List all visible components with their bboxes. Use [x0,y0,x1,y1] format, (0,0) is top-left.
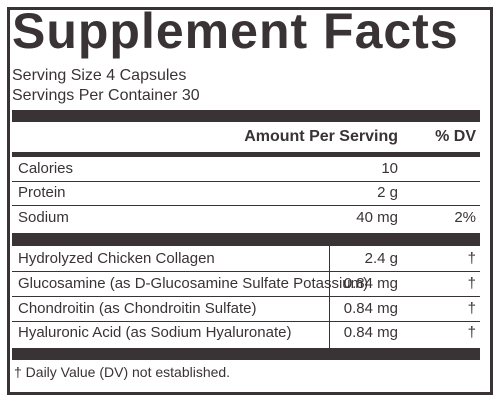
serving-size: Serving Size 4 Capsules [12,67,187,84]
ingredient-name: Chondroitin (as Chondroitin Sulfate) [18,300,257,317]
row-divider [12,296,480,297]
column-separator [329,246,330,348]
row-divider [12,321,480,322]
thick-divider-top [12,110,480,122]
panel-title: Supplement Facts [12,3,459,59]
row-divider [12,205,480,206]
servings-per-container: Servings Per Container 30 [12,87,200,104]
nutrient-amount: 2 g [377,184,398,201]
footnote: † Daily Value (DV) not established. [14,364,231,380]
ingredient-dv: † [467,275,476,292]
thick-divider-middle [12,233,480,246]
row-divider [12,181,480,182]
ingredient-dv: † [467,300,476,317]
ingredient-name: Hyaluronic Acid (as Sodium Hyaluronate) [18,324,292,341]
ingredient-name: Hydrolyzed Chicken Collagen [18,250,215,267]
nutrient-dv: 2% [454,209,476,226]
ingredient-amount: 0.84 mg [343,300,398,317]
amount-per-serving-header: Amount Per Serving [244,128,398,145]
dv-header: % DV [435,128,476,145]
ingredient-dv: † [467,250,476,267]
nutrient-name: Calories [18,160,74,177]
thick-divider-bottom [12,348,480,360]
ingredient-amount: 0.84 mg [343,275,398,292]
medium-divider [12,152,480,157]
ingredient-name: Glucosamine (as D-Glucosamine Sulfate Po… [18,275,369,292]
supplement-facts-panel [7,7,493,395]
ingredient-amount: 0.84 mg [343,324,398,341]
ingredient-dv: † [467,324,476,341]
row-divider [12,271,480,272]
ingredient-amount: 2.4 g [364,250,398,267]
nutrient-amount: 40 mg [356,209,398,226]
nutrient-amount: 10 [381,160,398,177]
nutrient-name: Protein [18,184,66,201]
nutrient-name: Sodium [18,209,69,226]
